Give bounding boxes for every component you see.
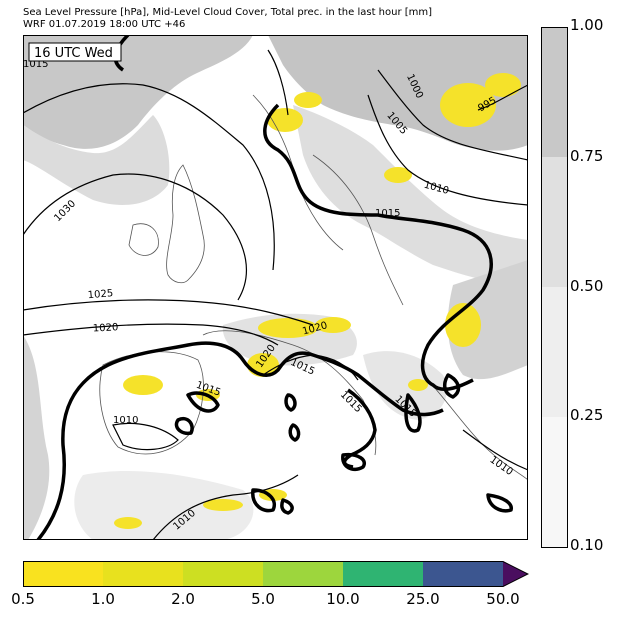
cloud-tick-label: 0.75 — [570, 147, 604, 165]
precip-cell — [114, 517, 142, 529]
precip-colorbar-extend-arrow — [503, 561, 528, 587]
isobar-line — [267, 49, 289, 116]
precip-tick-label: 10.0 — [326, 590, 360, 608]
cloud-region-atlantic — [23, 35, 253, 149]
cloud-region-central — [293, 105, 528, 285]
cloud-cover-colorbar — [541, 27, 568, 548]
isobar-thick-line — [263, 103, 493, 391]
isobar-label: 1015 — [23, 59, 48, 70]
precip-tick-label: 0.5 — [11, 590, 35, 608]
isobar-thick-line — [186, 391, 220, 413]
isobar-label: 1010 — [113, 415, 138, 426]
precip-tick-label: 25.0 — [406, 590, 440, 608]
isobar-thick-line — [251, 488, 276, 513]
isobar-label: 1015 — [375, 208, 400, 219]
precip-cell — [384, 167, 412, 183]
precip-cell — [408, 379, 428, 391]
precip-colorbar-segment — [23, 561, 103, 587]
precip-cell — [123, 375, 163, 395]
isobar-line — [152, 474, 299, 540]
coastline — [128, 223, 159, 256]
run-info: WRF 01.07.2019 18:00 UTC +46 — [23, 19, 186, 30]
isobar-thick-line — [284, 393, 297, 412]
isobar-thick-line — [486, 493, 513, 513]
isobar-line — [462, 429, 528, 471]
precipitation-layer — [114, 73, 521, 529]
isobar-thick-line — [280, 498, 294, 515]
isobars — [23, 49, 528, 540]
isobar-thick-line — [288, 423, 301, 442]
isobar-thick-line — [174, 417, 194, 436]
precip-cell — [203, 499, 243, 511]
cloud-region-east — [447, 260, 528, 380]
precip-cell — [485, 73, 521, 97]
isobar-thick-line — [341, 452, 366, 472]
cloud-cover-layer — [23, 35, 528, 540]
cloud-colorbar-frame — [541, 27, 568, 548]
isobar-line — [112, 422, 179, 451]
precip-colorbar-segment — [183, 561, 263, 587]
precip-cell — [294, 92, 322, 108]
precip-colorbar — [23, 561, 529, 587]
precip-colorbar-segment — [423, 561, 503, 587]
cloud-colorbar-segment — [541, 417, 568, 548]
precip-colorbar-segment — [103, 561, 183, 587]
isobar-line — [377, 69, 528, 161]
isobar-line — [23, 83, 275, 271]
cloud-tick-label: 0.25 — [570, 406, 604, 424]
isobar-line — [23, 323, 279, 346]
precip-cell — [445, 303, 481, 347]
cloud-tick-label: 1.00 — [570, 16, 604, 34]
coastline — [166, 164, 205, 284]
cloud-region-atlantic-edge — [23, 115, 170, 205]
precip-cell — [315, 317, 351, 333]
cloud-colorbar-segment — [541, 157, 568, 287]
precip-tick-label: 5.0 — [251, 590, 275, 608]
precip-tick-label: 50.0 — [486, 590, 520, 608]
precip-cell — [258, 318, 318, 338]
time-label: 16 UTC Wed — [34, 46, 113, 61]
cloud-region-balkans — [363, 351, 447, 420]
isobar-thick-line — [36, 341, 444, 540]
isobar-line — [23, 299, 314, 326]
time-label-box — [28, 42, 122, 62]
isobar-line — [367, 94, 528, 206]
map-frame — [23, 35, 528, 540]
isobar-label: 1025 — [87, 288, 113, 301]
isobar-line — [477, 84, 528, 111]
cloud-tick-label: 0.10 — [570, 536, 604, 554]
precip-cell — [440, 83, 496, 127]
precip-colorbar-frame — [23, 561, 529, 587]
cloud-region-west — [23, 335, 50, 540]
cloud-colorbar-segment — [541, 27, 568, 157]
cloud-tick-label: 0.50 — [570, 277, 604, 295]
cloud-colorbar-segment — [541, 287, 568, 417]
precip-colorbar-segment — [343, 561, 423, 587]
chart-title: Sea Level Pressure [hPa], Mid-Level Clou… — [23, 7, 433, 18]
isobar-line — [23, 173, 247, 301]
precip-tick-label: 1.0 — [91, 590, 115, 608]
precip-tick-label: 2.0 — [171, 590, 195, 608]
isobar-label: 1020 — [93, 322, 119, 334]
isobar-thick-line — [404, 393, 422, 433]
coastline — [312, 154, 404, 306]
isobar-thick-line — [442, 373, 461, 399]
weather-map: 1015 1030 1000 995 1005 1010 1015 1025 1… — [23, 35, 528, 540]
precip-colorbar-segment — [263, 561, 343, 587]
